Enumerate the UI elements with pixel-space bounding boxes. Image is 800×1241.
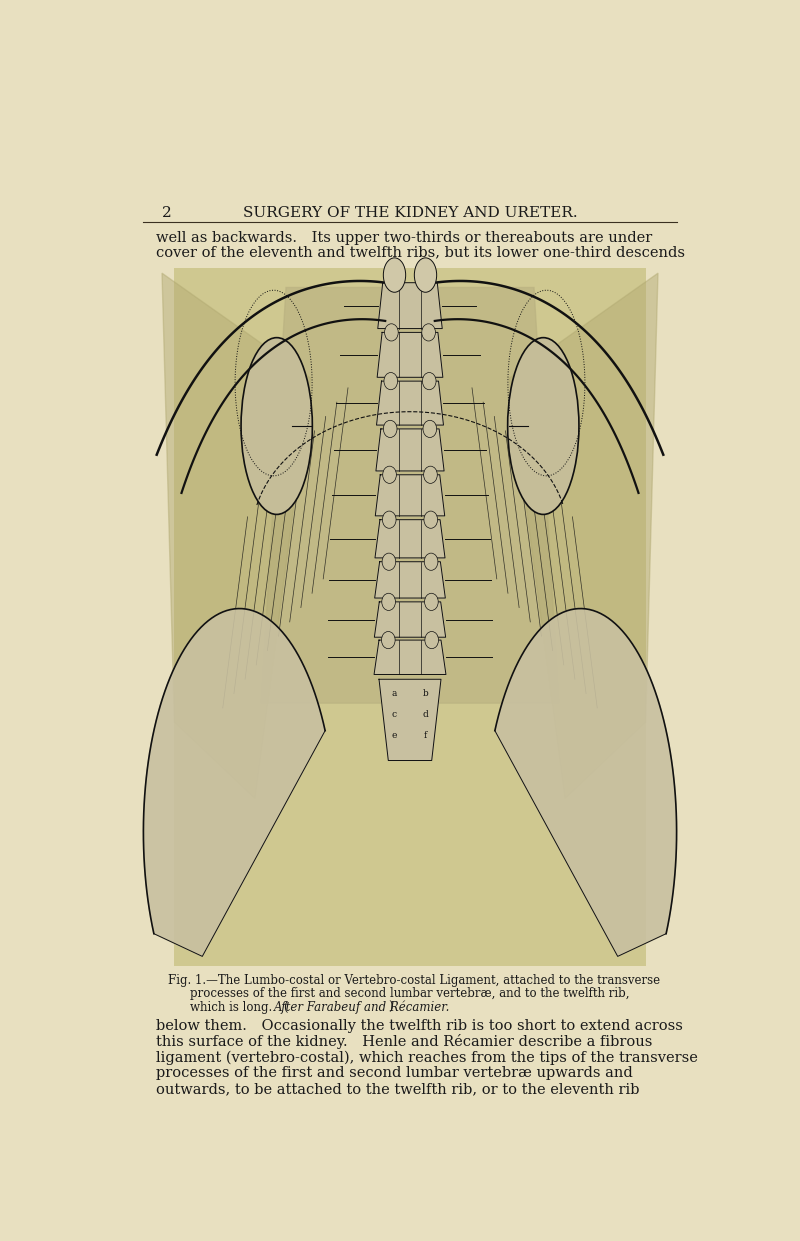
Ellipse shape xyxy=(382,632,395,649)
Text: After Farabeuf and Récamier.: After Farabeuf and Récamier. xyxy=(274,1000,450,1014)
Ellipse shape xyxy=(423,421,437,438)
Text: c: c xyxy=(392,710,397,719)
Ellipse shape xyxy=(422,372,436,390)
Text: d: d xyxy=(422,710,428,719)
Text: processes of the first and second lumbar vertebræ, and to the twelfth rib,: processes of the first and second lumbar… xyxy=(190,987,630,1000)
Text: 2: 2 xyxy=(162,206,172,220)
Ellipse shape xyxy=(382,467,396,484)
Ellipse shape xyxy=(425,632,438,649)
Circle shape xyxy=(383,258,406,293)
Polygon shape xyxy=(375,475,445,516)
Polygon shape xyxy=(162,273,310,799)
Text: outwards, to be attached to the twelfth rib, or to the eleventh rib: outwards, to be attached to the twelfth … xyxy=(156,1082,639,1096)
Ellipse shape xyxy=(241,338,312,515)
Ellipse shape xyxy=(425,593,438,611)
Text: Fig. 1.—The Lumbo-costal or Vertebro-costal Ligament, attached to the transverse: Fig. 1.—The Lumbo-costal or Vertebro-cos… xyxy=(168,974,660,987)
Text: below them. Occasionally the twelfth rib is too short to extend across: below them. Occasionally the twelfth rib… xyxy=(156,1019,682,1034)
FancyBboxPatch shape xyxy=(174,268,646,965)
Polygon shape xyxy=(495,608,677,957)
Ellipse shape xyxy=(422,324,435,341)
Ellipse shape xyxy=(424,467,438,484)
Text: SURGERY OF THE KIDNEY AND URETER.: SURGERY OF THE KIDNEY AND URETER. xyxy=(242,206,578,220)
Text: ): ) xyxy=(388,1000,393,1014)
Ellipse shape xyxy=(382,553,396,571)
Polygon shape xyxy=(375,520,445,558)
Circle shape xyxy=(414,258,437,293)
Ellipse shape xyxy=(424,553,438,571)
Text: well as backwards. Its upper two-thirds or thereabouts are under: well as backwards. Its upper two-thirds … xyxy=(156,231,652,244)
Text: which is long. (: which is long. ( xyxy=(190,1000,289,1014)
Polygon shape xyxy=(377,381,443,426)
Text: e: e xyxy=(392,731,397,740)
Ellipse shape xyxy=(508,338,579,515)
Text: ligament (vertebro-costal), which reaches from the tips of the transverse: ligament (vertebro-costal), which reache… xyxy=(156,1050,698,1065)
Ellipse shape xyxy=(382,511,396,529)
Polygon shape xyxy=(510,273,658,799)
Text: b: b xyxy=(422,689,428,699)
Polygon shape xyxy=(377,333,443,377)
Text: processes of the first and second lumbar vertebræ upwards and: processes of the first and second lumbar… xyxy=(156,1066,633,1081)
Polygon shape xyxy=(374,640,446,675)
Ellipse shape xyxy=(384,372,398,390)
Polygon shape xyxy=(262,288,558,704)
Ellipse shape xyxy=(385,324,398,341)
Polygon shape xyxy=(376,429,444,470)
Polygon shape xyxy=(143,608,325,957)
Text: a: a xyxy=(392,689,397,699)
Text: cover of the eleventh and twelfth ribs, but its lower one-third descends: cover of the eleventh and twelfth ribs, … xyxy=(156,246,685,259)
Ellipse shape xyxy=(383,421,397,438)
Polygon shape xyxy=(378,283,442,329)
Ellipse shape xyxy=(424,511,438,529)
Text: f: f xyxy=(424,731,427,740)
Text: this surface of the kidney. Henle and Récamier describe a fibrous: this surface of the kidney. Henle and Ré… xyxy=(156,1035,652,1050)
Polygon shape xyxy=(374,562,446,598)
Polygon shape xyxy=(379,679,441,761)
Polygon shape xyxy=(374,602,446,637)
Ellipse shape xyxy=(382,593,395,611)
